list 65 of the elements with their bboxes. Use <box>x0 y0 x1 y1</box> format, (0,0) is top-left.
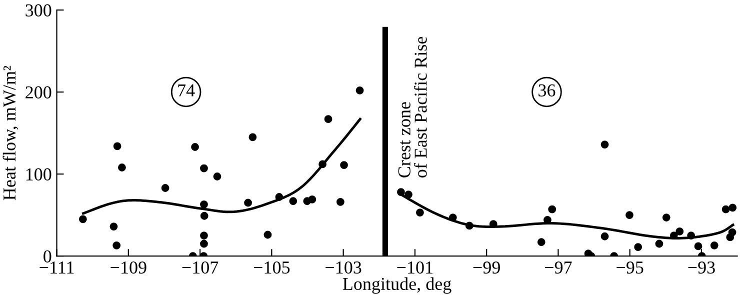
x-tick-label: −107 <box>182 261 218 274</box>
point <box>489 220 498 228</box>
point <box>200 200 208 208</box>
y-tick-label: 100 <box>26 168 52 180</box>
point <box>537 238 546 246</box>
point <box>289 197 298 206</box>
x-tick-label: −109 <box>110 261 146 274</box>
y-axis-title: Heat flow, mW/m² <box>2 66 18 200</box>
point <box>213 172 222 180</box>
point <box>670 232 678 240</box>
x-tick-label: −97 <box>544 261 572 274</box>
x-tick-label: −99 <box>473 261 500 274</box>
x-axis-title: Longitude, deg <box>342 277 452 294</box>
point <box>710 241 718 250</box>
point <box>275 193 284 201</box>
point <box>200 212 208 220</box>
point <box>448 214 457 222</box>
point <box>548 205 556 214</box>
point <box>397 188 405 196</box>
point <box>722 205 730 214</box>
annotation: 74 <box>178 84 195 96</box>
point <box>110 222 118 230</box>
x-tick-label: −111 <box>40 262 74 274</box>
point <box>356 86 364 94</box>
x-tick-label: −101 <box>397 261 432 274</box>
point <box>404 190 412 199</box>
point <box>264 230 272 239</box>
point <box>662 214 670 222</box>
point <box>191 143 199 151</box>
y-tick-label: 0 <box>44 250 52 262</box>
point <box>416 208 424 217</box>
point <box>600 232 609 240</box>
point <box>694 242 702 250</box>
point <box>118 164 126 172</box>
x-tick-label: −93 <box>688 261 715 274</box>
point <box>78 215 87 224</box>
ref-line-label: Crest zone of East Pacific Rise <box>398 36 427 178</box>
point <box>728 228 736 236</box>
point <box>655 240 664 248</box>
y-tick-label: 200 <box>26 86 52 98</box>
x-tick-label: −105 <box>254 261 290 274</box>
point <box>248 133 257 142</box>
point <box>161 184 170 192</box>
point <box>336 198 344 206</box>
x-tick-label: −103 <box>326 261 362 274</box>
point <box>676 228 684 236</box>
point <box>634 243 642 251</box>
y-tick-label: 300 <box>26 4 52 16</box>
point <box>318 160 326 168</box>
point <box>465 222 474 230</box>
point <box>687 232 696 240</box>
x-tick-label: −95 <box>616 261 644 274</box>
point <box>200 164 208 172</box>
point <box>112 241 121 250</box>
point <box>113 142 122 150</box>
point <box>340 161 348 169</box>
point <box>244 198 252 207</box>
point <box>200 232 208 240</box>
point <box>600 140 609 148</box>
point <box>324 115 332 124</box>
point <box>626 211 634 220</box>
point <box>308 196 316 204</box>
annotation: 36 <box>538 84 556 96</box>
point <box>728 204 737 212</box>
point <box>200 240 208 248</box>
